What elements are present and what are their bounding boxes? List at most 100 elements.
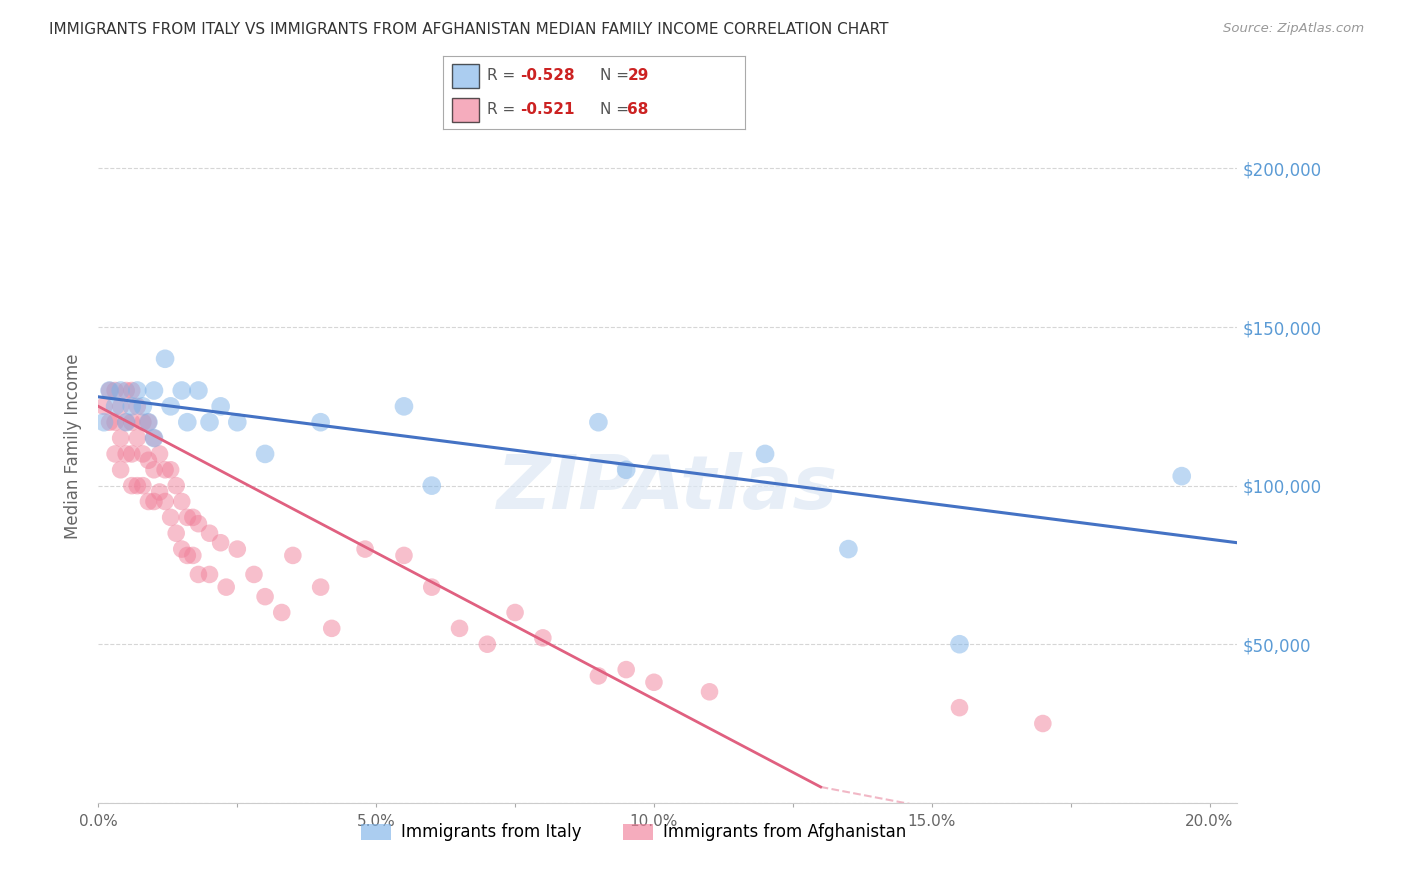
Point xyxy=(153,463,176,477)
Point xyxy=(449,621,471,635)
Y-axis label: Median Family Income: Median Family Income xyxy=(65,353,83,539)
Point xyxy=(115,415,138,429)
Point xyxy=(754,447,776,461)
Point xyxy=(226,542,249,557)
Point xyxy=(198,415,221,429)
Point xyxy=(254,590,277,604)
Point xyxy=(588,669,610,683)
Point xyxy=(110,431,132,445)
Point xyxy=(138,453,160,467)
Point xyxy=(138,415,160,429)
Text: N =: N = xyxy=(600,103,634,118)
Point xyxy=(614,463,637,477)
Point xyxy=(948,637,970,651)
Point xyxy=(143,431,166,445)
Point xyxy=(153,494,176,508)
Point xyxy=(226,415,249,429)
Text: R =: R = xyxy=(486,68,520,83)
Point xyxy=(104,415,127,429)
Point xyxy=(170,384,193,398)
Point xyxy=(215,580,238,594)
Point xyxy=(187,384,209,398)
Point xyxy=(309,580,332,594)
Point xyxy=(127,384,149,398)
Point xyxy=(104,447,127,461)
Point xyxy=(143,463,166,477)
Point xyxy=(104,400,127,414)
Point xyxy=(243,567,266,582)
Point xyxy=(1170,469,1192,483)
Point xyxy=(837,542,859,557)
Point xyxy=(121,478,143,492)
Point xyxy=(209,535,232,549)
Point xyxy=(143,431,166,445)
Point xyxy=(531,631,554,645)
Point xyxy=(93,415,115,429)
Point xyxy=(104,384,127,398)
Point xyxy=(121,384,143,398)
Point xyxy=(392,400,415,414)
Point xyxy=(270,606,292,620)
Point xyxy=(477,637,499,651)
Point xyxy=(170,494,193,508)
Point xyxy=(281,549,304,563)
Point xyxy=(254,447,277,461)
Point xyxy=(187,516,209,531)
Point xyxy=(159,463,181,477)
Point xyxy=(181,549,204,563)
Point xyxy=(110,384,132,398)
Point xyxy=(153,351,176,366)
Legend: Immigrants from Italy, Immigrants from Afghanistan: Immigrants from Italy, Immigrants from A… xyxy=(354,817,912,848)
Point xyxy=(132,400,155,414)
Point xyxy=(176,415,198,429)
Point xyxy=(121,415,143,429)
Point xyxy=(110,463,132,477)
Point xyxy=(115,447,138,461)
Point xyxy=(420,580,443,594)
FancyBboxPatch shape xyxy=(451,63,479,87)
Text: 29: 29 xyxy=(627,68,648,83)
Point xyxy=(127,400,149,414)
Point xyxy=(132,415,155,429)
Point xyxy=(110,400,132,414)
Point xyxy=(170,542,193,557)
Point xyxy=(143,494,166,508)
Point xyxy=(121,447,143,461)
Point xyxy=(181,510,204,524)
Point xyxy=(198,567,221,582)
Point xyxy=(354,542,377,557)
Point xyxy=(115,384,138,398)
Point xyxy=(148,485,170,500)
Point xyxy=(98,384,121,398)
Text: 68: 68 xyxy=(627,103,648,118)
Point xyxy=(176,549,198,563)
Point xyxy=(138,415,160,429)
Point xyxy=(699,685,721,699)
Point xyxy=(503,606,526,620)
Point xyxy=(93,400,115,414)
Text: N =: N = xyxy=(600,68,634,83)
Point xyxy=(121,400,143,414)
Point xyxy=(420,478,443,492)
Point xyxy=(198,526,221,541)
Text: IMMIGRANTS FROM ITALY VS IMMIGRANTS FROM AFGHANISTAN MEDIAN FAMILY INCOME CORREL: IMMIGRANTS FROM ITALY VS IMMIGRANTS FROM… xyxy=(49,22,889,37)
Point xyxy=(165,478,187,492)
Point xyxy=(132,478,155,492)
Point xyxy=(392,549,415,563)
Point xyxy=(127,431,149,445)
Text: Source: ZipAtlas.com: Source: ZipAtlas.com xyxy=(1223,22,1364,36)
Point xyxy=(165,526,187,541)
Point xyxy=(143,384,166,398)
Point xyxy=(948,700,970,714)
Text: -0.528: -0.528 xyxy=(520,68,575,83)
Point xyxy=(1032,716,1054,731)
Point xyxy=(98,384,121,398)
Point xyxy=(98,415,121,429)
Text: ZIPAtlas: ZIPAtlas xyxy=(498,452,838,525)
Point xyxy=(159,400,181,414)
Point xyxy=(176,510,198,524)
Point xyxy=(148,447,170,461)
Text: R =: R = xyxy=(486,103,520,118)
Point xyxy=(132,447,155,461)
Point xyxy=(321,621,343,635)
